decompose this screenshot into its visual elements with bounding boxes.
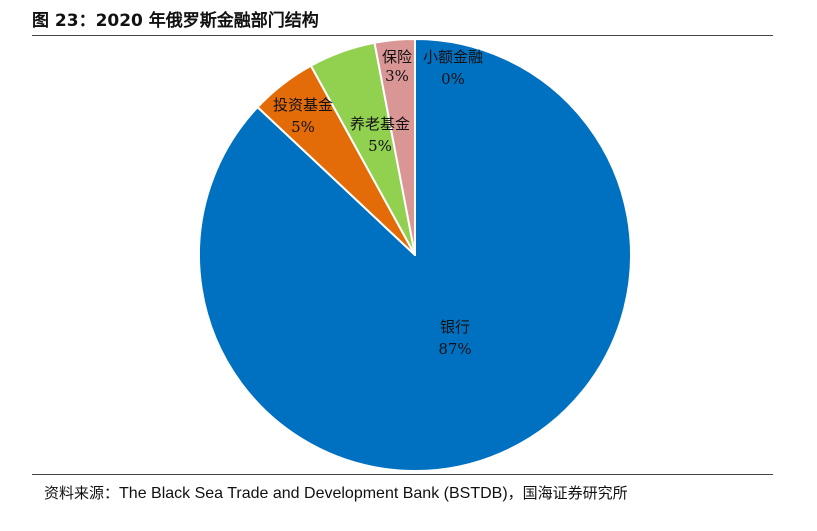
- slice-1-value: 87%: [438, 340, 471, 358]
- source-rule: [32, 474, 773, 475]
- slice-3-value: 5%: [368, 137, 392, 155]
- source-text: The Black Sea Trade and Development Bank…: [119, 485, 508, 502]
- source-suffix: ，国海证券研究所: [507, 484, 628, 502]
- slice-5-value: 0%: [441, 70, 465, 88]
- source-note: 资料来源：The Black Sea Trade and Development…: [44, 482, 628, 503]
- slice-3-label: 养老基金: [350, 115, 410, 133]
- pie-slices: [198, 38, 632, 472]
- slice-1-label: 银行: [440, 318, 470, 336]
- slice-4-label: 保险: [382, 48, 412, 66]
- slice-4: [373, 38, 416, 256]
- slice-2-label: 投资基金: [273, 96, 333, 114]
- slice-2-value: 5%: [291, 118, 315, 136]
- title-rule: [32, 35, 773, 36]
- source-prefix: 资料来源：: [44, 484, 120, 502]
- slice-4-value: 3%: [385, 67, 409, 85]
- pie-labels: 银行 87% 投资基金 5% 养老基金 5% 保险3% 小额金融 0%: [273, 48, 483, 358]
- slice-5-label: 小额金融: [423, 48, 483, 66]
- figure-title: 图 23：2020 年俄罗斯金融部门结构: [32, 11, 319, 31]
